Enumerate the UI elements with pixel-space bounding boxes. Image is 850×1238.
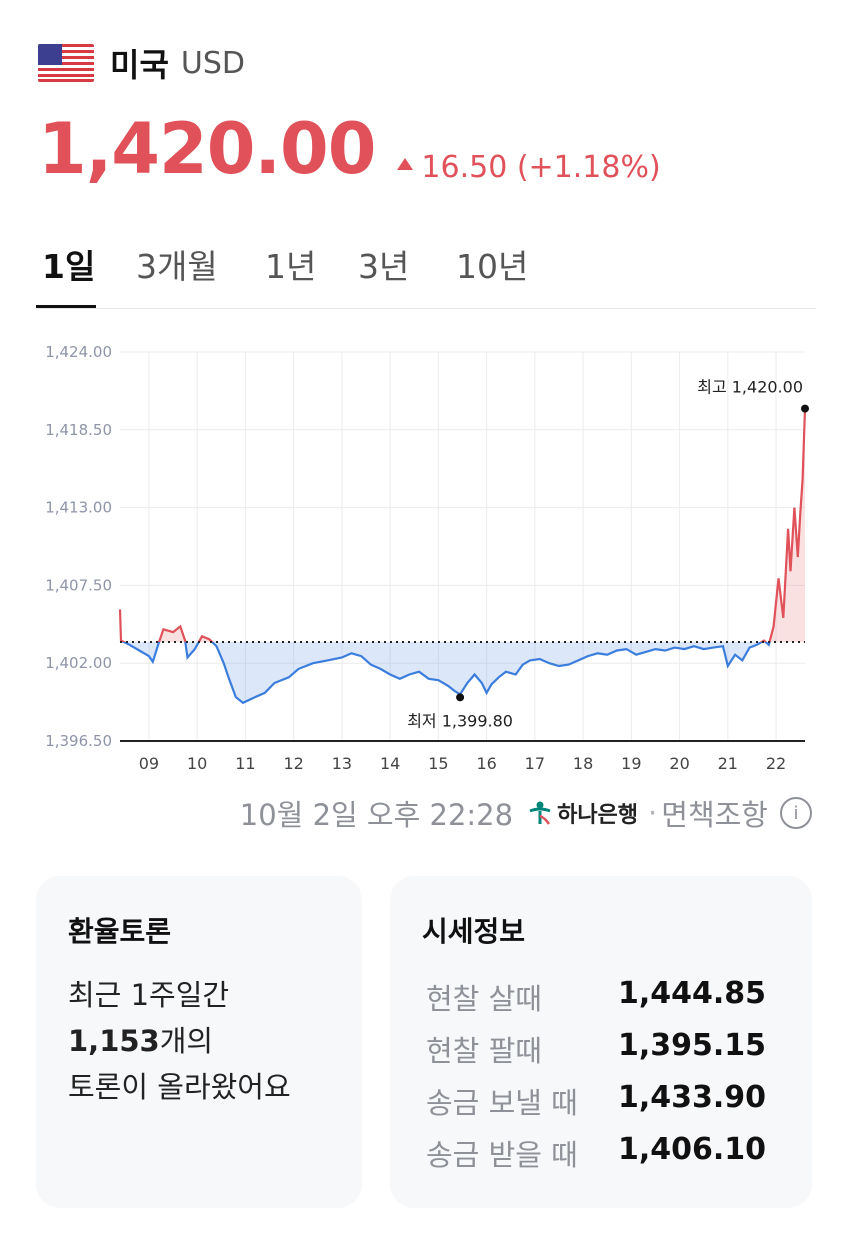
rate-label: 현찰 살때	[426, 982, 542, 1016]
x-tick-label: 20	[669, 754, 689, 773]
discussion-summary: 최근 1주일간 1,153개의 토론이 올라왔어요	[68, 972, 291, 1110]
y-tick-label: 1,407.50	[45, 576, 112, 594]
tab-10y[interactable]: 10년	[456, 247, 529, 286]
high-label: 최고 1,420.00	[697, 378, 803, 397]
low-point	[456, 693, 465, 702]
y-tick-label: 1,402.00	[45, 654, 112, 672]
x-tick-label: 10	[187, 754, 207, 773]
y-tick-label: 1,396.50	[45, 732, 112, 750]
period-tabs: 1일 3개월 1년 3년 10년	[36, 232, 816, 309]
tab-3y[interactable]: 3년	[358, 247, 410, 286]
rate-row-transfer-receive: 송금 받을 때 1,406.10	[426, 1132, 766, 1174]
rate-label: 현찰 팔때	[426, 1034, 542, 1068]
rate-change-text: 16.50 (+1.18%)	[421, 149, 661, 185]
rate-row-cash-sell: 현찰 팔때 1,395.15	[426, 1028, 766, 1070]
up-triangle-icon	[397, 158, 414, 170]
discussion-line-2: 1,153개의	[68, 1018, 291, 1064]
rate-value: 1,406.10	[618, 1132, 767, 1167]
x-tick-label: 09	[139, 754, 159, 773]
x-tick-label: 22	[766, 754, 786, 773]
info-icon[interactable]: i	[780, 797, 812, 829]
y-tick-label: 1,418.50	[45, 421, 112, 439]
x-tick-label: 17	[525, 754, 545, 773]
tab-1d[interactable]: 1일	[42, 247, 96, 286]
rate-value: 1,395.15	[618, 1028, 767, 1063]
discussion-card[interactable]: 환율토론 최근 1주일간 1,153개의 토론이 올라왔어요	[36, 876, 362, 1208]
discussion-line-1: 최근 1주일간	[68, 978, 230, 1012]
currency-code: USD	[180, 45, 245, 81]
separator-dot: ·	[648, 796, 658, 830]
bank-name: 하나은행	[557, 803, 639, 828]
x-tick-label: 15	[428, 754, 448, 773]
rate-value: 1,444.85	[618, 976, 767, 1011]
country-name: 미국	[110, 46, 169, 84]
low-label: 최저 1,399.80	[407, 711, 513, 730]
hana-bank-icon	[529, 801, 551, 825]
tab-3m[interactable]: 3개월	[136, 247, 218, 286]
active-tab-indicator	[36, 305, 96, 308]
x-tick-label: 18	[573, 754, 593, 773]
rate-row-transfer-send: 송금 보낼 때 1,433.90	[426, 1080, 766, 1122]
rate-chart[interactable]: 1,424.00 1,418.50 1,413.00 1,407.50 1,402.00…	[0, 330, 850, 790]
source-line: 10월 2일 오후 22:28 하나은행 · 면책조항 i	[240, 792, 812, 834]
x-tick-label: 21	[718, 754, 738, 773]
discussion-line-3: 토론이 올라왔어요	[68, 1070, 291, 1104]
rate-label: 송금 받을 때	[426, 1138, 578, 1172]
tab-1y[interactable]: 1년	[265, 247, 317, 286]
rate-info-title: 시세정보	[422, 915, 526, 948]
us-flag-icon	[38, 44, 94, 82]
current-rate: 1,420.00	[38, 108, 376, 190]
rate-info-card: 시세정보 현찰 살때 1,444.85 현찰 팔때 1,395.15 송금 보낼…	[390, 876, 812, 1208]
rate-value: 1,433.90	[618, 1080, 767, 1115]
rate-row-cash-buy: 현찰 살때 1,444.85	[426, 976, 766, 1018]
y-tick-label: 1,413.00	[45, 499, 112, 517]
bank-logo: 하나은행	[527, 797, 638, 829]
disclaimer-link[interactable]: 면책조항	[661, 798, 768, 832]
rate-chart-svg: 1,424.00 1,418.50 1,413.00 1,407.50 1,402.00…	[45, 343, 809, 773]
rate-change: 16.50 (+1.18%)	[397, 149, 661, 185]
rate-label: 송금 보낼 때	[426, 1086, 578, 1120]
updated-timestamp: 10월 2일 오후 22:28	[239, 798, 514, 832]
down-series-line	[121, 641, 771, 705]
down-area	[120, 641, 805, 703]
currency-header: 미국 USD	[38, 40, 245, 86]
high-point	[801, 404, 809, 413]
discussion-count-suffix: 개의	[159, 1024, 214, 1058]
discussion-count: 1,153	[68, 1024, 160, 1058]
y-tick-label: 1,424.00	[45, 343, 112, 361]
x-tick-label: 11	[235, 754, 255, 773]
x-tick-label: 12	[283, 754, 303, 773]
discussion-title: 환율토론	[68, 915, 172, 948]
x-tick-label: 14	[380, 754, 400, 773]
x-tick-label: 19	[621, 754, 641, 773]
price-row: 1,420.00 16.50 (+1.18%)	[38, 108, 661, 190]
x-tick-label: 16	[476, 754, 496, 773]
x-tick-label: 13	[332, 754, 352, 773]
